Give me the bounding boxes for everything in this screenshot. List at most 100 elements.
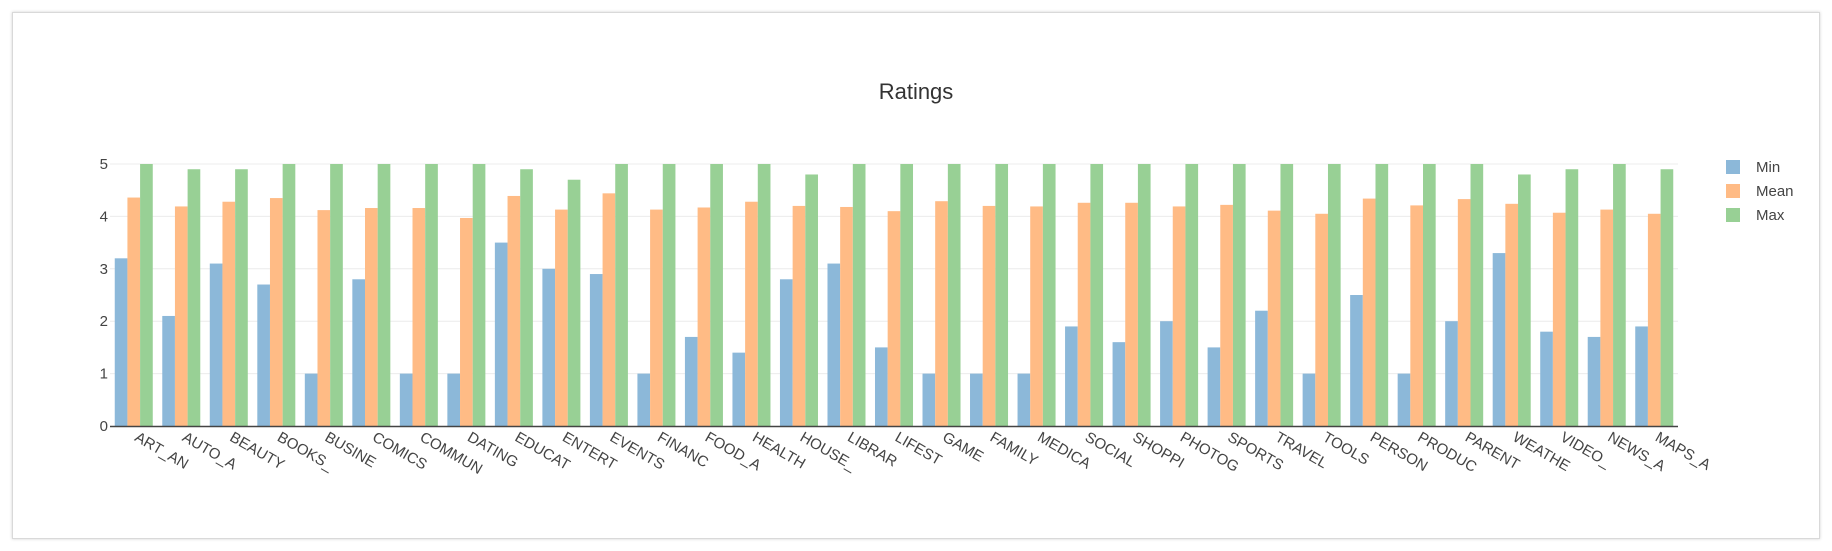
bar-min	[922, 373, 936, 426]
bar-mean	[650, 209, 663, 426]
x-axis-ticks: ART_ANAUTO_ABEAUTYBOOKS_BUSINECOMICSCOMM…	[132, 429, 1714, 478]
bar-max	[995, 164, 1009, 426]
bar-mean	[1647, 213, 1661, 426]
bar-mean	[1267, 210, 1281, 426]
bar-min	[1207, 347, 1221, 426]
bar-min	[1445, 321, 1458, 426]
bar-min	[970, 373, 983, 426]
bar-mean	[792, 205, 806, 426]
bar-max	[567, 179, 581, 426]
bar-max	[1470, 164, 1484, 426]
bar-min	[1397, 373, 1411, 426]
bar-max	[377, 164, 391, 426]
x-tick-label: SOCIAL	[1082, 429, 1138, 471]
chart-title: Ratings	[878, 79, 954, 104]
bar-min	[1540, 331, 1553, 426]
legend-swatch	[1726, 184, 1740, 198]
bar-mean	[1505, 203, 1519, 426]
bar-max	[1375, 164, 1389, 426]
bar-max	[1660, 169, 1674, 427]
bar-max	[1137, 164, 1151, 426]
bar-max	[282, 164, 296, 426]
bar-mean	[507, 195, 521, 426]
bar-mean	[1172, 206, 1186, 426]
bar-min	[589, 274, 603, 426]
bar-max	[1565, 169, 1579, 427]
y-tick-label: 2	[100, 313, 108, 330]
legend-label: Min	[1756, 159, 1780, 176]
bar-mean	[982, 205, 996, 426]
bar-mean	[840, 206, 853, 426]
bar-min	[1302, 373, 1316, 426]
bar-max	[1423, 164, 1436, 426]
bar-max	[1280, 164, 1294, 426]
bar-min	[779, 279, 793, 426]
bar-mean	[1077, 202, 1091, 426]
bar-mean	[602, 193, 616, 426]
bar-mean	[555, 209, 568, 426]
bar-min	[494, 242, 508, 426]
bar-max	[805, 174, 818, 426]
legend-item-mean[interactable]: Mean	[1726, 183, 1794, 200]
bar-min	[447, 373, 461, 426]
bar-min	[637, 373, 651, 426]
bar-max	[662, 164, 676, 426]
bar-mean	[1315, 213, 1328, 426]
bar-mean	[1457, 199, 1471, 426]
bar-min	[1065, 326, 1078, 426]
bar-mean	[745, 201, 758, 426]
y-tick-label: 0	[100, 418, 108, 435]
legend-swatch	[1726, 208, 1740, 222]
bar-mean	[1600, 209, 1614, 426]
bar-mean	[1410, 205, 1423, 426]
bar-max	[852, 164, 866, 426]
bar-max	[1232, 164, 1246, 426]
bar-min	[1160, 321, 1173, 426]
bar-mean	[412, 208, 426, 426]
bar-mean	[1125, 202, 1138, 426]
y-axis-ticks: 0 1 2 3 4 5	[100, 156, 108, 435]
bar-max	[757, 164, 771, 426]
x-tick-label: GAME	[940, 429, 987, 466]
bar-max	[140, 164, 153, 426]
x-tick-label: ART_AN	[132, 429, 192, 473]
bar-min	[399, 373, 413, 426]
bar-max	[235, 169, 248, 427]
y-tick-label: 3	[100, 261, 108, 278]
bar-min	[114, 258, 128, 426]
bar-mean	[127, 197, 141, 426]
bar-mean	[1362, 198, 1376, 426]
bar-min	[162, 315, 175, 426]
y-tick-label: 5	[100, 156, 108, 173]
bar-max	[1518, 174, 1531, 426]
legend-item-max[interactable]: Max	[1726, 207, 1785, 224]
legend-swatch	[1726, 160, 1740, 174]
y-tick-label: 4	[100, 208, 108, 225]
legend[interactable]: Min Mean Max	[1726, 159, 1794, 224]
bars	[114, 164, 1674, 427]
bar-min	[684, 336, 698, 426]
bar-max	[1613, 164, 1626, 426]
bar-min	[732, 352, 746, 426]
bar-mean	[1552, 212, 1566, 426]
legend-item-min[interactable]: Min	[1726, 159, 1780, 176]
bar-min	[352, 279, 365, 426]
bar-mean	[222, 201, 236, 426]
bar-min	[257, 284, 270, 426]
bar-max	[330, 164, 343, 426]
bar-max	[900, 164, 914, 426]
bar-min	[1635, 326, 1648, 426]
x-tick-label: TOOLS	[1320, 429, 1372, 469]
bar-mean	[1030, 206, 1043, 426]
bar-min	[827, 263, 841, 426]
bar-max	[1327, 164, 1341, 426]
x-tick-label: MEDICA	[1035, 429, 1094, 473]
x-tick-label: FAMILY	[987, 429, 1041, 470]
bar-mean	[365, 208, 378, 426]
bar-max	[472, 164, 486, 426]
bar-max	[1090, 164, 1104, 426]
bar-min	[1112, 342, 1126, 426]
bar-min	[304, 373, 318, 426]
bar-max	[947, 164, 961, 426]
bar-mean	[1220, 204, 1233, 426]
